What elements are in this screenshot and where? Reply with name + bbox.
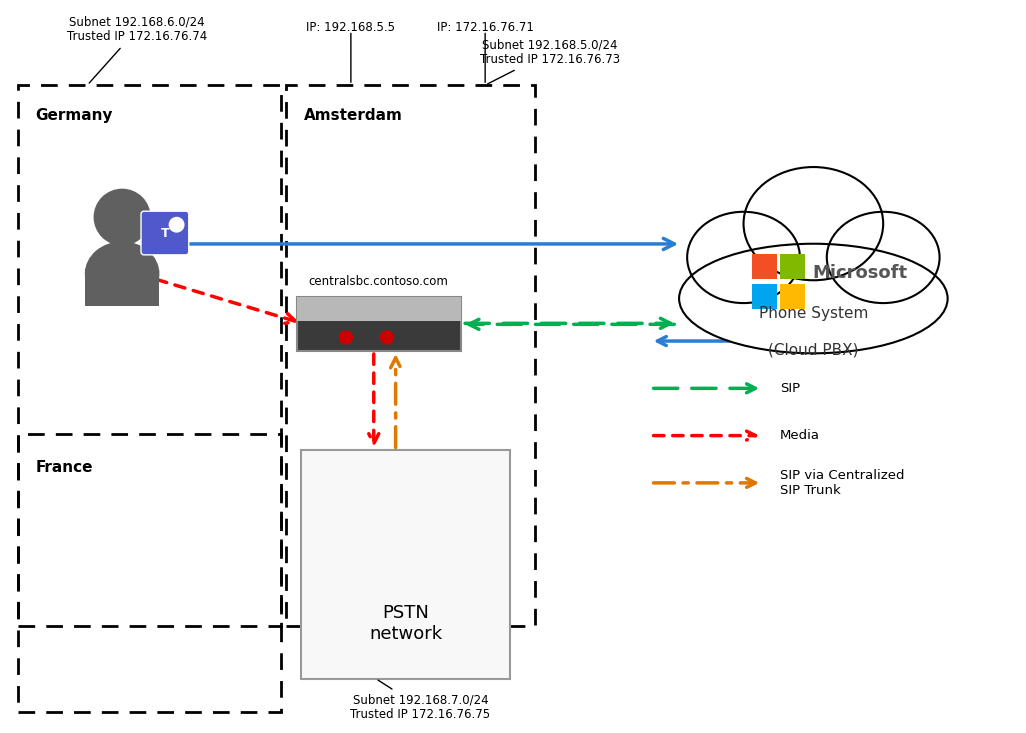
Ellipse shape bbox=[827, 212, 940, 303]
FancyBboxPatch shape bbox=[780, 254, 805, 279]
Circle shape bbox=[340, 331, 352, 344]
Text: Microsoft: Microsoft bbox=[813, 264, 908, 281]
FancyBboxPatch shape bbox=[752, 254, 777, 279]
Text: centralsbc.contoso.com: centralsbc.contoso.com bbox=[309, 275, 448, 287]
FancyBboxPatch shape bbox=[85, 269, 159, 306]
Text: Subnet 192.168.6.0/24
Trusted IP 172.16.76.74: Subnet 192.168.6.0/24 Trusted IP 172.16.… bbox=[67, 15, 207, 83]
FancyBboxPatch shape bbox=[297, 297, 461, 321]
Text: Germany: Germany bbox=[36, 108, 113, 123]
Bar bbox=[17, 85, 281, 626]
Text: Subnet 192.168.7.0/24
Trusted IP 172.16.76.75: Subnet 192.168.7.0/24 Trusted IP 172.16.… bbox=[351, 680, 490, 721]
Bar bbox=[286, 85, 535, 626]
Ellipse shape bbox=[85, 241, 159, 306]
Circle shape bbox=[381, 331, 393, 344]
Text: T: T bbox=[161, 226, 169, 240]
Text: Subnet 192.168.5.0/24
Trusted IP 172.16.76.73: Subnet 192.168.5.0/24 Trusted IP 172.16.… bbox=[480, 38, 620, 84]
Text: Amsterdam: Amsterdam bbox=[304, 108, 403, 123]
Text: (Cloud PBX): (Cloud PBX) bbox=[768, 342, 859, 358]
FancyBboxPatch shape bbox=[752, 284, 777, 309]
Text: IP: 172.16.76.71: IP: 172.16.76.71 bbox=[437, 21, 534, 34]
FancyBboxPatch shape bbox=[141, 211, 189, 255]
Ellipse shape bbox=[679, 244, 948, 353]
FancyBboxPatch shape bbox=[297, 297, 461, 351]
Circle shape bbox=[94, 189, 150, 245]
Ellipse shape bbox=[744, 167, 883, 280]
Circle shape bbox=[168, 217, 185, 232]
Ellipse shape bbox=[687, 212, 800, 303]
Text: SIP via Centralized
SIP Trunk: SIP via Centralized SIP Trunk bbox=[780, 469, 905, 497]
Bar bbox=[17, 435, 281, 712]
Text: Phone System: Phone System bbox=[758, 306, 868, 321]
Text: SIP: SIP bbox=[780, 382, 800, 395]
FancyBboxPatch shape bbox=[302, 450, 510, 679]
Text: France: France bbox=[36, 460, 93, 475]
FancyBboxPatch shape bbox=[780, 284, 805, 309]
Text: PSTN
network: PSTN network bbox=[369, 605, 442, 644]
Text: Media: Media bbox=[780, 429, 820, 442]
Text: IP: 192.168.5.5: IP: 192.168.5.5 bbox=[307, 21, 395, 34]
Text: HTTP REST: HTTP REST bbox=[780, 334, 852, 347]
